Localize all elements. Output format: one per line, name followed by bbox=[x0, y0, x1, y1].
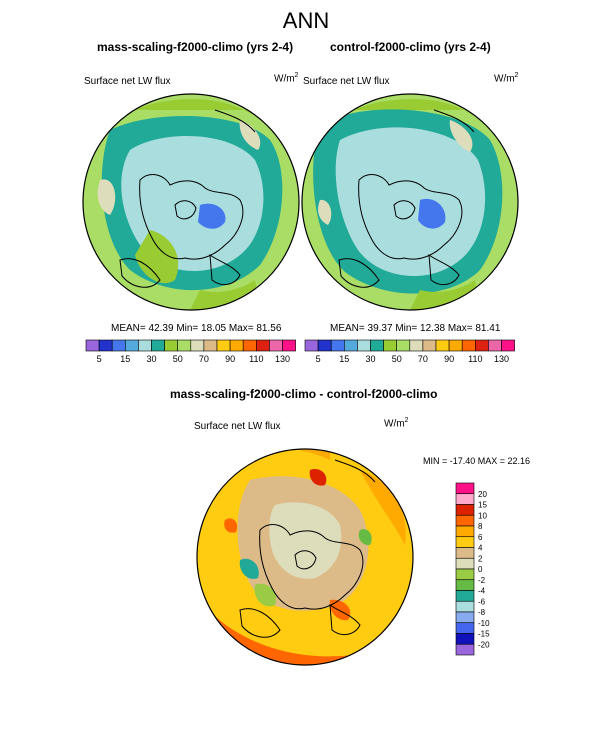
left-colorbar-tick-label: 110 bbox=[249, 354, 263, 364]
left-colorbar-swatch bbox=[269, 339, 283, 352]
diff-colorbar-swatch bbox=[455, 514, 475, 527]
left-colorbar-tick-label: 70 bbox=[199, 354, 209, 364]
diff-colorbar-tick-label: 2 bbox=[478, 554, 483, 563]
left-colorbar-swatch bbox=[255, 339, 270, 352]
plot-title: ANN bbox=[282, 8, 330, 33]
diff-colorbar-swatch bbox=[455, 643, 475, 656]
right-colorbar-tick-label: 110 bbox=[468, 354, 482, 364]
left-variable-label: Surface net LW flux bbox=[84, 76, 171, 87]
left-stats: MEAN= 42.39 Min= 18.05 Max= 81.56 bbox=[111, 323, 282, 334]
right-panel-title: control-f2000-climo (yrs 2-4) bbox=[330, 40, 491, 54]
left-colorbar-tick-label: 30 bbox=[146, 354, 156, 364]
right-colorbar-swatch bbox=[330, 339, 345, 352]
right-colorbar-tick-label: 5 bbox=[316, 354, 321, 364]
left-colorbar-swatch bbox=[111, 339, 126, 352]
right-colorbar-swatch bbox=[383, 339, 398, 352]
diff-colorbar-tick-label: -8 bbox=[478, 608, 486, 617]
left-colorbar-tick-label: 50 bbox=[173, 354, 183, 364]
right-colorbar: 5 15 30 50 70 90 110 130 bbox=[304, 339, 515, 364]
diff-colorbar-tick-label: 10 bbox=[478, 511, 487, 520]
right-colorbar-swatch bbox=[370, 339, 384, 352]
left-colorbar-swatch bbox=[282, 339, 296, 352]
left-colorbar-tick-label: 130 bbox=[275, 354, 290, 364]
left-units-label: W/m2 bbox=[274, 72, 299, 85]
left-colorbar-swatch bbox=[125, 339, 139, 352]
left-colorbar-swatch bbox=[177, 339, 192, 352]
left-polar-map bbox=[82, 93, 300, 311]
right-colorbar-swatch bbox=[409, 339, 424, 352]
left-colorbar-tick-label: 5 bbox=[97, 354, 102, 364]
diff-colorbar-swatch bbox=[455, 633, 475, 645]
diff-colorbar-swatch bbox=[455, 622, 475, 634]
left-colorbar-swatch bbox=[164, 339, 179, 352]
right-colorbar-swatch bbox=[343, 339, 358, 352]
left-colorbar-swatch bbox=[98, 339, 113, 352]
left-colorbar: 5 15 30 50 70 90 110 130 bbox=[85, 339, 296, 364]
left-colorbar-swatch bbox=[85, 339, 100, 352]
diff-colorbar-swatch bbox=[455, 536, 475, 548]
left-colorbar-swatch bbox=[216, 339, 231, 352]
left-colorbar-swatch bbox=[242, 339, 257, 352]
left-colorbar-tick-label: 90 bbox=[225, 354, 235, 364]
diff-colorbar-tick-label: -4 bbox=[478, 587, 486, 596]
diff-colorbar-tick-label: 8 bbox=[478, 522, 483, 531]
diff-colorbar-tick-label: 4 bbox=[478, 544, 483, 553]
diff-colorbar-swatch bbox=[455, 568, 475, 581]
left-colorbar-swatch bbox=[190, 339, 205, 352]
diff-colorbar-tick-label: -15 bbox=[478, 630, 490, 639]
right-colorbar-swatch bbox=[422, 339, 437, 352]
right-colorbar-swatch bbox=[435, 339, 450, 352]
left-colorbar-swatch bbox=[203, 339, 218, 352]
left-colorbar-swatch bbox=[138, 339, 152, 352]
right-colorbar-swatch bbox=[396, 339, 411, 352]
diff-colorbar-tick-label: -6 bbox=[478, 597, 486, 606]
right-colorbar-tick-label: 130 bbox=[494, 354, 509, 364]
right-colorbar-tick-label: 30 bbox=[365, 354, 375, 364]
right-colorbar-tick-label: 90 bbox=[444, 354, 454, 364]
diff-units-label: W/m2 bbox=[384, 417, 409, 430]
left-colorbar-swatch bbox=[229, 339, 244, 352]
right-colorbar-tick-label: 15 bbox=[339, 354, 349, 364]
diff-colorbar-swatch bbox=[455, 557, 475, 570]
right-colorbar-swatch bbox=[317, 339, 332, 352]
diff-polar-map bbox=[196, 448, 414, 666]
right-colorbar-swatch bbox=[357, 339, 371, 352]
diff-colorbar-swatch bbox=[455, 600, 475, 613]
right-units-label: W/m2 bbox=[494, 72, 519, 85]
diff-colorbar-swatch bbox=[455, 611, 475, 624]
right-colorbar-swatch bbox=[474, 339, 489, 352]
diff-colorbar-tick-label: 20 bbox=[478, 490, 487, 499]
diff-panel-title: mass-scaling-f2000-climo - control-f2000… bbox=[170, 387, 438, 401]
left-colorbar-swatch bbox=[151, 339, 165, 352]
diff-colorbar-swatch bbox=[455, 579, 475, 591]
diff-variable-label: Surface net LW flux bbox=[194, 421, 281, 432]
diff-colorbar-swatch bbox=[455, 590, 475, 602]
diff-colorbar-tick-label: 0 bbox=[478, 565, 483, 574]
diff-colorbar-tick-label: -20 bbox=[478, 640, 490, 649]
right-colorbar-swatch bbox=[501, 339, 515, 352]
diff-colorbar-tick-label: 6 bbox=[478, 533, 483, 542]
left-panel-title: mass-scaling-f2000-climo (yrs 2-4) bbox=[97, 40, 294, 54]
right-colorbar-tick-label: 70 bbox=[418, 354, 428, 364]
right-stats: MEAN= 39.37 Min= 12.38 Max= 81.41 bbox=[330, 323, 501, 334]
diff-colorbar-tick-label: -2 bbox=[478, 576, 486, 585]
right-colorbar-swatch bbox=[488, 339, 502, 352]
diff-colorbar-tick-label: 15 bbox=[478, 501, 487, 510]
right-colorbar-swatch bbox=[461, 339, 476, 352]
diff-colorbar-swatch bbox=[455, 525, 475, 538]
left-colorbar-tick-label: 15 bbox=[120, 354, 130, 364]
diff-colorbar-tick-label: -10 bbox=[478, 619, 490, 628]
right-colorbar-tick-label: 50 bbox=[392, 354, 402, 364]
diff-colorbar-swatch bbox=[455, 547, 475, 559]
diff-colorbar-swatch bbox=[455, 482, 475, 495]
diff-stats: MIN = -17.40 MAX = 22.16 bbox=[423, 456, 531, 466]
right-colorbar-swatch bbox=[304, 339, 319, 352]
right-colorbar-swatch bbox=[448, 339, 463, 352]
right-polar-map bbox=[301, 93, 519, 311]
diff-colorbar-swatch bbox=[455, 504, 475, 516]
right-variable-label: Surface net LW flux bbox=[303, 76, 390, 87]
diff-colorbar-swatch bbox=[455, 493, 475, 505]
